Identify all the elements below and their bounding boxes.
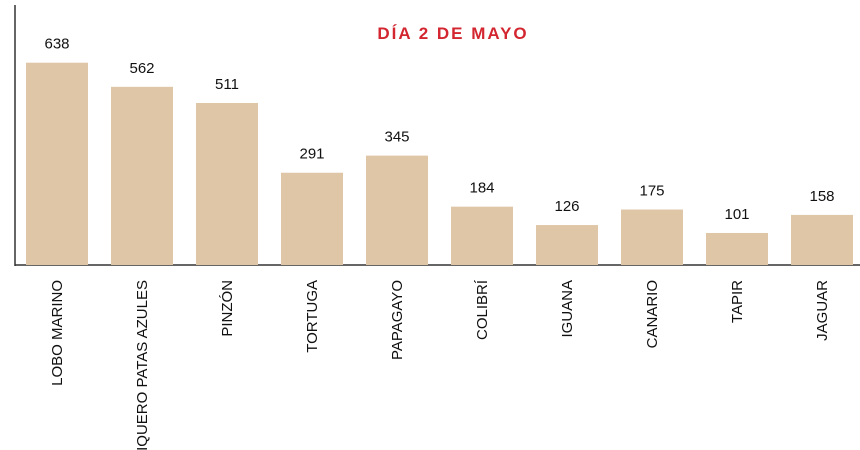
bar (451, 206, 513, 265)
value-label: 345 (384, 129, 409, 146)
x-tick-label: PAPAGAYO (389, 280, 406, 360)
value-label: 158 (809, 188, 834, 205)
value-label: 184 (469, 180, 494, 197)
bar (26, 62, 88, 265)
bar (196, 102, 258, 265)
value-label: 175 (639, 183, 664, 200)
chart-title: DÍA 2 DE MAYO (377, 24, 528, 43)
x-tick-label: TAPIR (729, 280, 746, 323)
value-label: 638 (44, 36, 69, 53)
bar (791, 214, 853, 265)
value-label: 101 (724, 206, 749, 223)
x-tick-label: JAGUAR (814, 280, 831, 341)
x-tick-label: CANARIO (644, 280, 661, 348)
x-tick-label: COLIBRÍ (474, 279, 491, 340)
bar (621, 209, 683, 265)
value-label: 291 (299, 146, 324, 163)
bar (111, 86, 173, 266)
x-tick-label: LOBO MARINO (49, 280, 66, 386)
value-label: 511 (215, 76, 239, 93)
bar (281, 172, 343, 265)
x-tick-label: IGUANA (559, 280, 576, 338)
x-tick-label: PINZÓN (219, 280, 236, 337)
value-label: 126 (554, 198, 579, 215)
bar (366, 155, 428, 265)
bar (706, 232, 768, 265)
bar (536, 225, 598, 265)
x-tick-label: PIQUERO PATAS AZULES (134, 280, 151, 450)
x-tick-label: TORTUGA (304, 280, 321, 353)
value-label: 562 (129, 60, 154, 77)
